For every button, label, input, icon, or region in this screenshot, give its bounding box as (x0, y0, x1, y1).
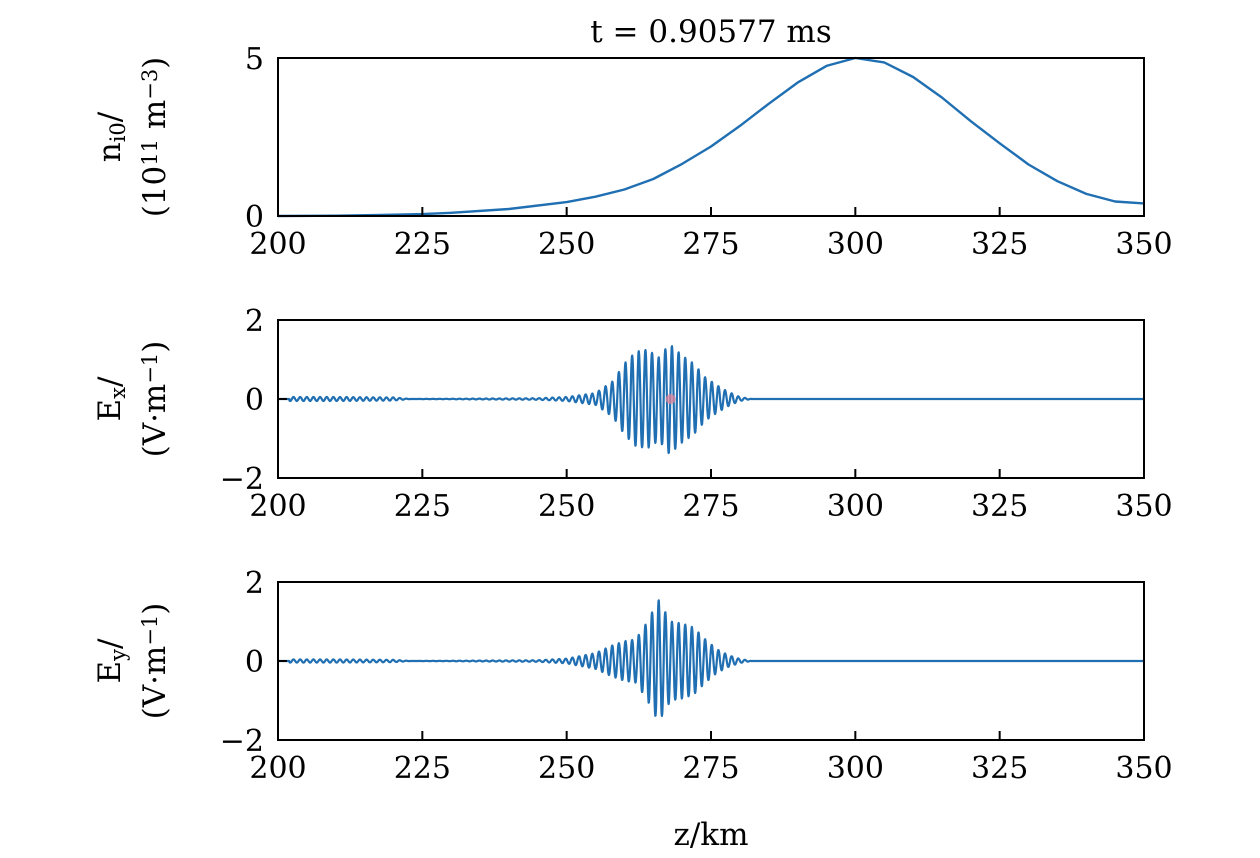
y-tick-label: 2 (245, 304, 264, 339)
panel-ex: 200 225 250 275 300 325 350 −2 0 2 Ex/(V·m−1) (92, 304, 1173, 524)
figure-title: t = 0.90577 ms (590, 14, 832, 50)
x-tick-label: 225 (394, 489, 451, 524)
y-axis-label: Ey/ (92, 638, 130, 684)
y-tick-label: 2 (245, 566, 264, 601)
series-line-ey (277, 599, 1145, 718)
x-tick-label: 250 (538, 489, 595, 524)
y-tick-label: 5 (245, 42, 264, 77)
y-tick-label: 0 (245, 645, 264, 680)
y-axis-label: Ex/ (92, 376, 130, 421)
x-tick-label: 225 (394, 227, 451, 262)
axes-frame-density (277, 57, 1145, 217)
x-tick-label: 225 (394, 751, 451, 786)
y-axis-unit-label: (V·m−1) (137, 603, 173, 720)
y-tick-label: 0 (245, 200, 264, 235)
x-tick-label: 275 (682, 751, 739, 786)
x-tick-label: 300 (827, 489, 884, 524)
y-tick-label: −2 (220, 724, 264, 759)
x-tick-label: 200 (249, 751, 306, 786)
x-tick-label: 350 (1115, 227, 1172, 262)
x-tick-label: 325 (971, 489, 1028, 524)
y-tick-label: −2 (220, 462, 264, 497)
x-tick-label: 275 (682, 489, 739, 524)
x-tick-label: 200 (249, 227, 306, 262)
x-tick-label: 300 (827, 751, 884, 786)
x-axis-label: z/km (674, 817, 749, 853)
y-axis-unit-label: (V·m−1) (137, 341, 173, 458)
y-tick-label: 0 (245, 383, 264, 418)
x-tick-label: 300 (827, 227, 884, 262)
series-line-density (277, 56, 1145, 218)
x-tick-label: 250 (538, 227, 595, 262)
x-tick-label: 200 (249, 489, 306, 524)
x-tick-label: 325 (971, 751, 1028, 786)
series-line-ex (277, 345, 1145, 455)
panel-density: 200 225 250 275 300 325 350 0 5 ni0/(1011 m−3) (92, 42, 1173, 262)
x-tick-label: 350 (1115, 489, 1172, 524)
x-tick-label: 250 (538, 751, 595, 786)
x-tick-label: 275 (682, 227, 739, 262)
x-tick-label: 325 (971, 227, 1028, 262)
y-axis-unit-label: (1011 m−3) (137, 57, 173, 218)
panel-ey: 200 225 250 275 300 325 350 −2 0 2 Ey/(V·m−1) (92, 566, 1173, 786)
x-tick-label: 350 (1115, 751, 1172, 786)
marker-point (665, 394, 676, 404)
y-axis-label: ni0/ (92, 111, 130, 162)
